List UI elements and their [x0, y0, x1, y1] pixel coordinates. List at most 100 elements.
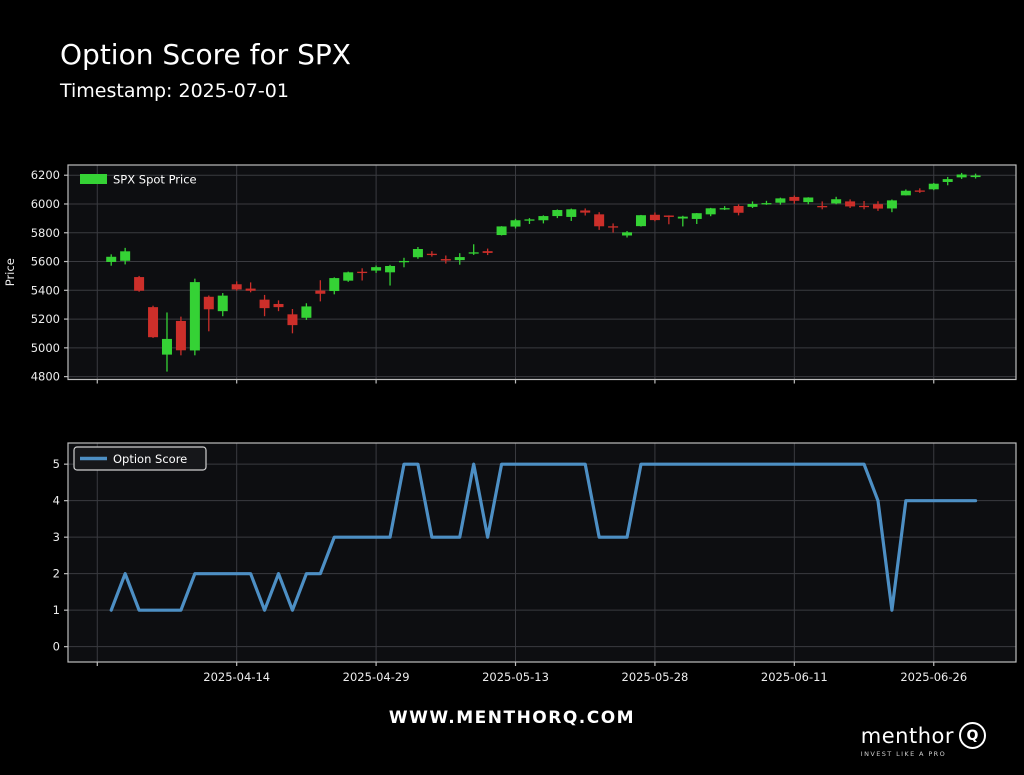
candle [663, 215, 674, 225]
candle [886, 199, 897, 213]
candle [454, 253, 465, 265]
candle [510, 218, 521, 229]
candle [691, 213, 702, 224]
y-tick-label: 4800 [31, 370, 60, 384]
candle [872, 201, 883, 211]
legend-swatch [80, 174, 107, 184]
candle [245, 282, 256, 293]
candle [705, 207, 716, 217]
y-tick-label: 5800 [31, 226, 60, 240]
candle [649, 212, 660, 222]
candle [343, 271, 354, 282]
candle [970, 173, 981, 179]
x-tick-label: 2025-04-14 [203, 670, 270, 684]
x-tick-label: 2025-05-28 [622, 670, 689, 684]
option-score-svg: 0 1 2 3 4 5 2025-04-14 2025-04-29 2025-05-13 2025… [53, 442, 1017, 684]
candle [719, 206, 730, 211]
axis-ticks: 4800 5000 5200 5400 5600 5800 6000 6200 [31, 168, 935, 384]
y-axis-label: Price [3, 258, 17, 286]
logo-q-icon: Q [959, 722, 986, 749]
y-tick-label: 5000 [31, 341, 60, 355]
candle [914, 188, 925, 193]
option-score-line-chart: 0 1 2 3 4 5 2025-04-14 2025-04-29 2025-05-13 2025… [0, 430, 1024, 700]
score-line [109, 462, 978, 612]
legend: Option Score [73, 446, 207, 471]
candle [608, 223, 619, 233]
candle [566, 208, 577, 221]
candle [580, 208, 591, 216]
x-tick-label: 2025-06-26 [900, 670, 967, 684]
candle [552, 209, 563, 219]
y-tick-label: 3 [53, 530, 60, 544]
logo-wordmark: menthor [860, 723, 954, 748]
plot-background [68, 165, 1016, 380]
x-tick-label: 2025-05-13 [482, 670, 549, 684]
y-tick-label: 5600 [31, 255, 60, 269]
candle [775, 197, 786, 205]
candle [761, 200, 772, 205]
candle [622, 231, 633, 238]
candle [329, 277, 340, 295]
candle [120, 247, 131, 265]
candle [412, 247, 423, 259]
legend-box [73, 446, 207, 471]
candle [398, 257, 409, 268]
candle [733, 204, 744, 216]
candle [273, 300, 284, 312]
candle [440, 255, 451, 264]
x-tick-label: 2025-06-11 [761, 670, 828, 684]
candle [161, 312, 172, 372]
candle [538, 215, 549, 224]
legend-label: SPX Spot Price [113, 173, 197, 187]
logo-row: menthor Q [861, 722, 986, 749]
plot-frame [67, 164, 1017, 381]
logo-tagline: INVEST LIKE A PRO [860, 750, 947, 758]
candle [900, 189, 911, 196]
website-footer-text: WWW.MENTHORQ.COM [388, 708, 636, 728]
candle [357, 268, 368, 281]
y-tick-label: 0 [53, 640, 60, 654]
y-tick-label: 1 [53, 603, 60, 617]
axis-ticks: 0 1 2 3 4 5 2025-04-14 2025-04-29 2025-05-13 2025… [53, 457, 967, 684]
candle [217, 293, 228, 317]
candle [231, 281, 242, 291]
candle [928, 182, 939, 191]
candle [385, 264, 396, 286]
y-tick-label: 5400 [31, 283, 60, 297]
candle [315, 280, 326, 302]
menthorq-logo: menthor Q INVEST LIKE A PRO [861, 722, 986, 758]
candle [175, 316, 186, 356]
plot-background [68, 443, 1016, 662]
candle [106, 254, 117, 266]
y-tick-label: 5 [53, 457, 60, 471]
candle [496, 226, 507, 236]
candle [482, 248, 493, 256]
y-tick-label: 2 [53, 567, 60, 581]
spx-price-candlestick-chart: 4800 5000 5200 5400 5600 5800 6000 6200 Price SPX… [0, 150, 1024, 395]
candle [677, 215, 688, 227]
legend: SPX Spot Price [80, 173, 197, 187]
plot-frame [67, 442, 1017, 663]
candle [301, 303, 312, 320]
candle [831, 196, 842, 205]
candle [817, 201, 828, 210]
candle [524, 218, 535, 224]
logo-q-letter: Q [966, 727, 979, 744]
spx-spot-price-svg: 4800 5000 5200 5400 5600 5800 6000 6200 Price SPX… [3, 164, 1017, 384]
candle [148, 305, 159, 338]
candle [426, 251, 437, 257]
candle [803, 197, 814, 205]
candle [189, 278, 200, 356]
y-tick-label: 5200 [31, 312, 60, 326]
legend-label: Option Score [113, 452, 187, 466]
candle [747, 201, 758, 209]
y-tick-label: 6000 [31, 197, 60, 211]
candle [635, 214, 646, 227]
candle [942, 176, 953, 186]
candle [594, 212, 605, 230]
candle [789, 195, 800, 204]
candle [203, 295, 214, 332]
x-tick-label: 2025-04-29 [343, 670, 410, 684]
y-tick-label: 4 [53, 494, 60, 508]
